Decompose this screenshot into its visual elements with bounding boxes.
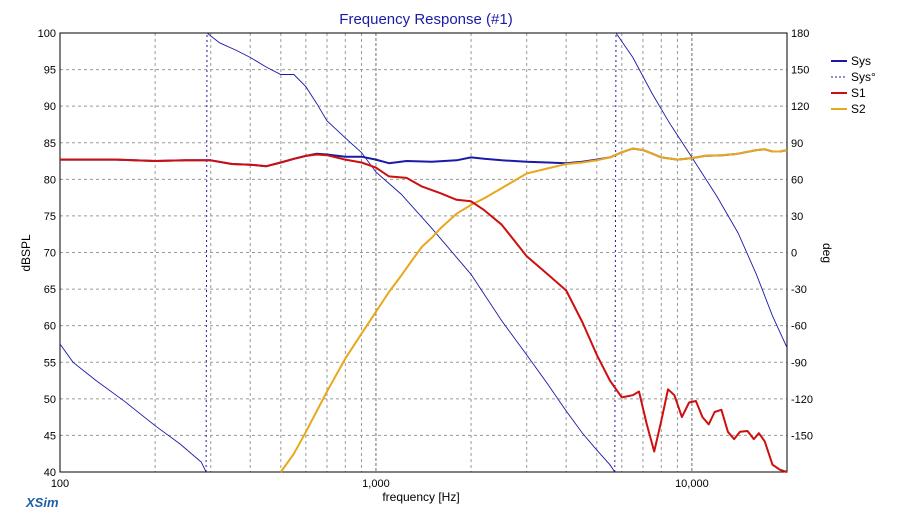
y2-tick-label: 60 [791, 174, 803, 186]
series-sys-phase-line [59, 343, 207, 473]
y-tick-label: 55 [44, 357, 56, 369]
series-sys-phase-line [206, 32, 616, 473]
y2-tick-label: 0 [791, 248, 797, 260]
x-tick-label: 10,000 [675, 478, 709, 490]
y2-axis-label: deg [820, 243, 834, 263]
x-axis-label: frequency [Hz] [382, 490, 459, 504]
legend-label-s2: S2 [851, 102, 866, 116]
series-sys-line [60, 147, 788, 168]
series-sys-phase-line [614, 32, 617, 473]
xsim-logo: XSim [25, 495, 59, 510]
series-sys-phase-line [205, 32, 208, 473]
series-s1-line [60, 153, 788, 473]
y-tick-label: 95 [44, 65, 56, 77]
y-tick-label: 100 [38, 28, 56, 40]
grid [60, 33, 787, 472]
y-tick-label: 90 [44, 101, 56, 113]
series-layer [59, 32, 788, 473]
y2-tick-label: 180 [791, 28, 809, 40]
axis-ticks: 40 45 50 55 60 65 70 75 80 85 90 95 100 -150 -120 -90 -6… [38, 28, 813, 490]
y-tick-label: 80 [44, 174, 56, 186]
y2-tick-label: 150 [791, 65, 809, 77]
legend-label-sys: Sys° [851, 70, 876, 84]
x-tick-label: 100 [51, 478, 69, 490]
y-tick-label: 65 [44, 284, 56, 296]
legend-label-s1: S1 [851, 86, 866, 100]
y-tick-label: 40 [44, 467, 56, 479]
y-axis-label: dBSPL [19, 234, 33, 272]
y-tick-label: 75 [44, 211, 56, 223]
y2-tick-label: -90 [791, 357, 807, 369]
series-sys-phase-line [615, 32, 788, 348]
plot-frame [59, 32, 788, 473]
y-tick-label: 60 [44, 321, 56, 333]
y-tick-label: 70 [44, 248, 56, 260]
legend: Sys Sys° S1 S2 [831, 54, 876, 116]
y-tick-label: 45 [44, 430, 56, 442]
y-tick-label: 50 [44, 394, 56, 406]
y2-tick-label: -120 [791, 394, 813, 406]
y2-tick-label: -150 [791, 430, 813, 442]
y2-tick-label: 30 [791, 211, 803, 223]
series-s2-line [279, 147, 788, 473]
y2-tick-label: -60 [791, 321, 807, 333]
legend-label-sys: Sys [851, 54, 871, 68]
y2-tick-label: -30 [791, 284, 807, 296]
y-tick-label: 85 [44, 138, 56, 150]
chart-title: Frequency Response (#1) [339, 11, 512, 28]
x-tick-label: 1,000 [362, 478, 390, 490]
y2-tick-label: 90 [791, 138, 803, 150]
y2-tick-label: 120 [791, 101, 809, 113]
